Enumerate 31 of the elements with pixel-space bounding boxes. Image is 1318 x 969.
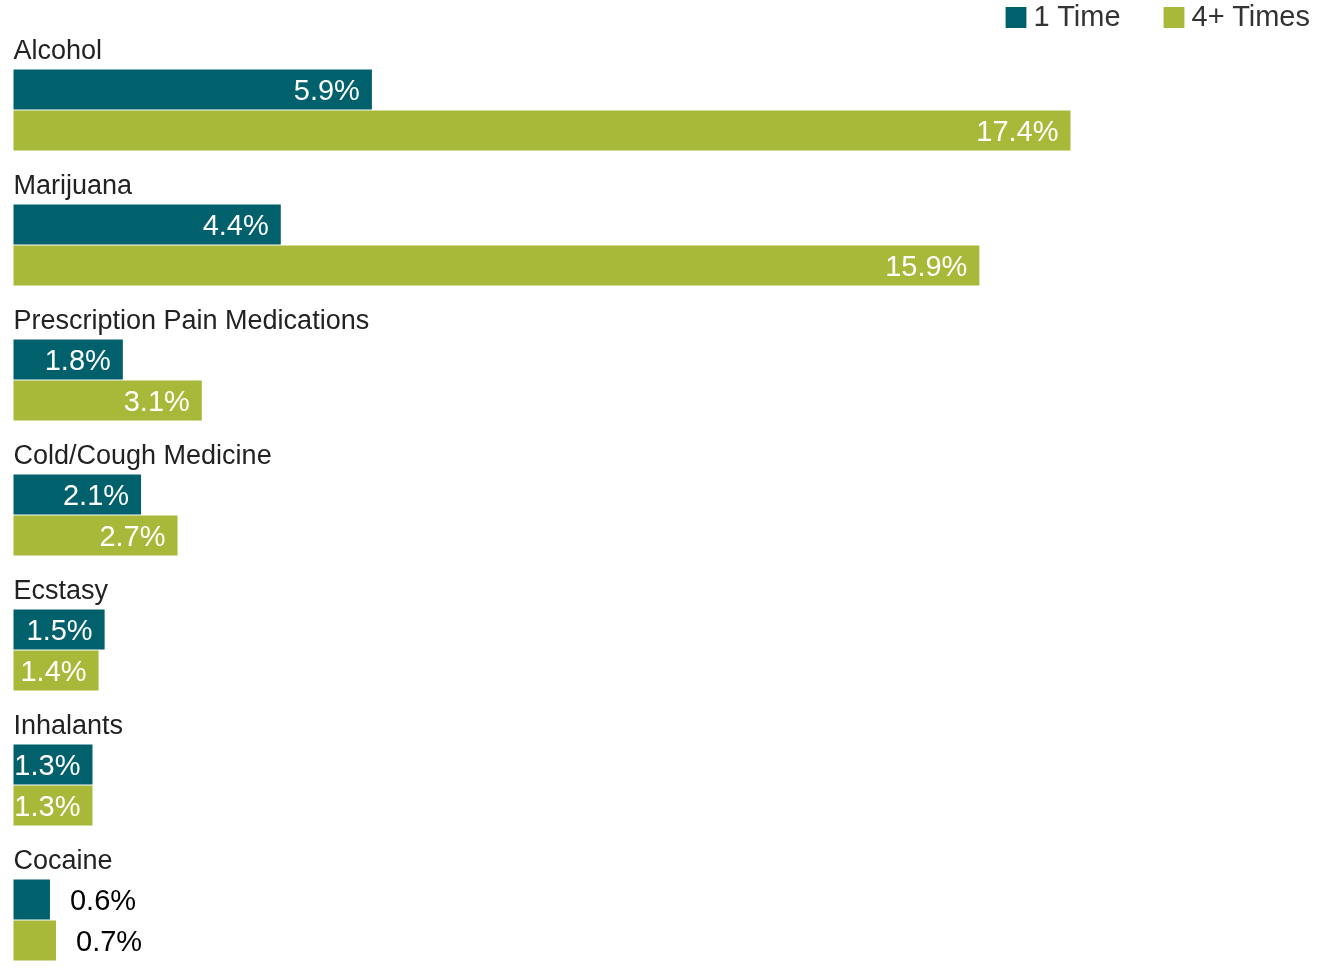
bar [13, 380, 202, 421]
data-label: 17.4% [976, 114, 1059, 147]
data-label: 2.1% [62, 478, 130, 511]
bar [13, 110, 1071, 151]
bar [13, 920, 57, 961]
y-tick-label: Alcohol [13, 34, 103, 65]
y-tick-label: Prescription Pain Medications [13, 304, 370, 335]
bar [13, 879, 50, 920]
y-tick-label: Marijuana [13, 169, 134, 200]
bar [13, 515, 178, 556]
bar [13, 204, 281, 245]
data-label: 0.7% [76, 924, 143, 957]
y-tick-label: Inhalants [13, 709, 124, 740]
bar [13, 69, 372, 110]
legend-label: 4+ Times [1191, 0, 1310, 33]
data-label: 4.4% [202, 208, 269, 241]
data-label: 1.5% [26, 613, 93, 646]
data-label: 0.6% [69, 883, 137, 916]
y-tick-label: Cocaine [13, 844, 113, 875]
y-tick-label: Cold/Cough Medicine [13, 439, 272, 470]
data-label: 1.4% [20, 654, 87, 687]
data-label: 2.7% [99, 519, 166, 552]
bar [13, 245, 980, 286]
y-tick-label: Ecstasy [13, 574, 109, 605]
data-label: 1.3% [14, 748, 81, 781]
data-label: 5.9% [293, 73, 360, 106]
data-label: 3.1% [123, 384, 190, 417]
data-label: 1.8% [44, 343, 111, 376]
legend-label: 1 Time [1033, 0, 1121, 33]
data-label: 1.3% [14, 789, 81, 822]
data-label: 15.9% [885, 249, 968, 282]
